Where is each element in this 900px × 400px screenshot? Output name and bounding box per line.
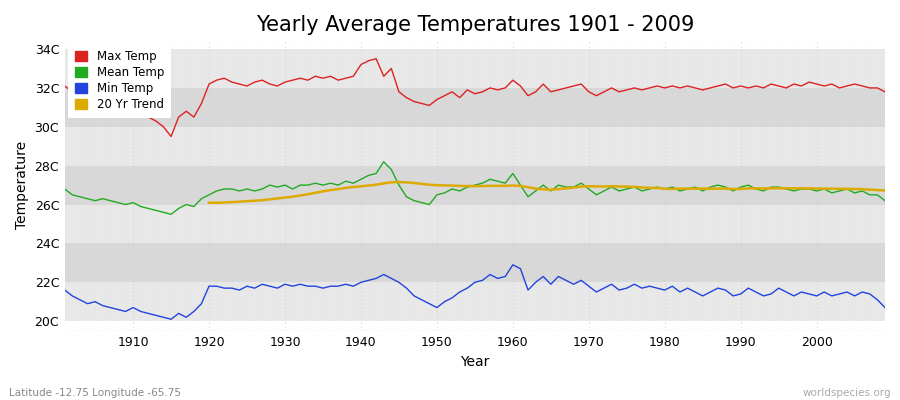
- Legend: Max Temp, Mean Temp, Min Temp, 20 Yr Trend: Max Temp, Mean Temp, Min Temp, 20 Yr Tre…: [68, 43, 171, 118]
- Bar: [65, 282, 885, 321]
- Text: Latitude -12.75 Longitude -65.75: Latitude -12.75 Longitude -65.75: [9, 388, 181, 398]
- Bar: [65, 88, 885, 127]
- Bar: [65, 204, 885, 244]
- Bar: [65, 166, 885, 204]
- Bar: [65, 49, 885, 88]
- Title: Yearly Average Temperatures 1901 - 2009: Yearly Average Temperatures 1901 - 2009: [256, 15, 694, 35]
- Bar: [65, 127, 885, 166]
- Y-axis label: Temperature: Temperature: [15, 141, 29, 229]
- Bar: [65, 244, 885, 282]
- Text: worldspecies.org: worldspecies.org: [803, 388, 891, 398]
- X-axis label: Year: Year: [460, 355, 490, 369]
